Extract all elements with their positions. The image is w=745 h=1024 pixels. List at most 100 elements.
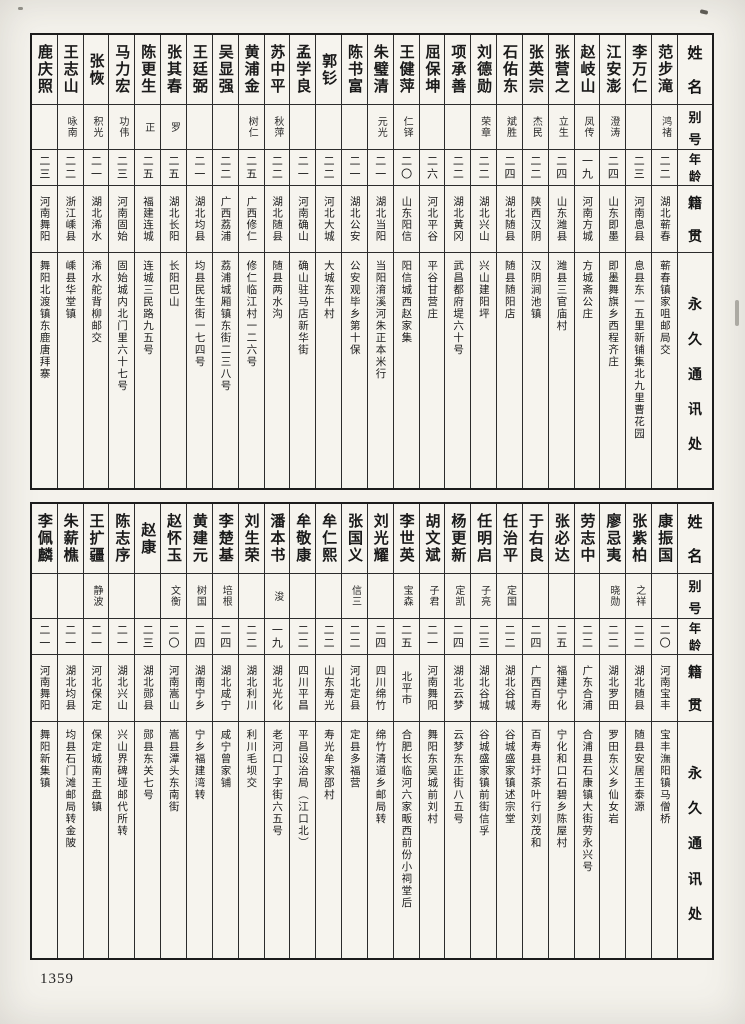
person-column: 劳志中 二二 广东合浦 合浦县石康镇大街劳永兴号 [573, 504, 600, 958]
address-cell: 平谷甘营庄 [426, 260, 439, 320]
age-cell: 二四 [445, 619, 471, 655]
scan-artifact [699, 9, 709, 15]
native-place-cell: 四川平昌 [290, 655, 316, 722]
alias-cell: 立生 [548, 105, 574, 150]
person-column: 朱璧清 元光 二一 湖北当阳 当阳淯溪河朱正本米行 [366, 35, 393, 488]
name-cell: 黄浦金 [238, 35, 264, 105]
address-cell: 连城三民路九五号 [141, 260, 154, 356]
alias-cell [342, 105, 367, 150]
age-cell: 二一 [109, 619, 135, 655]
age-cell: 二三 [471, 619, 497, 655]
native-place-cell: 河北大城 [316, 186, 342, 253]
name-cell: 江安澎 [600, 35, 626, 105]
alias-cell: 罗 [161, 105, 186, 150]
alias-cell: 凤传 [574, 105, 600, 150]
native-place-cell: 河南舞阳 [31, 655, 57, 722]
person-column: 李世英 宝森 二五 北平市 合肥长临河六家畈西前份小祠堂后 [392, 504, 419, 958]
address-cell: 谷城盛家镇述宗堂 [503, 729, 516, 825]
address-cell: 随县随阳店 [503, 260, 516, 320]
native-place-cell: 河南宝丰 [652, 655, 677, 722]
header-cell: 永久通讯处 [688, 296, 702, 454]
address-cell: 公安观毕乡第十保 [348, 260, 361, 356]
person-column: 张紫柏 之祥 二二 湖北随县 随县安居王泰源 [625, 504, 652, 958]
name-cell: 牟敬康 [290, 504, 316, 574]
age-cell: 二一 [83, 150, 109, 186]
alias-cell [290, 574, 316, 619]
name-cell: 张其春 [161, 35, 186, 105]
age-cell: 二二 [522, 150, 548, 186]
native-place-cell: 浙江嵊县 [57, 186, 83, 253]
person-column: 王扩疆 静波 二一 河北保定 保定城南王盘镇 [82, 504, 109, 958]
native-place-cell: 河北平谷 [419, 186, 445, 253]
name-cell: 于右良 [522, 504, 548, 574]
name-cell: 朱薪樵 [57, 504, 83, 574]
age-cell: 二一 [342, 150, 367, 186]
alias-cell [652, 574, 677, 619]
age-cell: 二二 [497, 619, 522, 655]
native-place-cell: 河南嵩山 [161, 655, 186, 722]
address-cell: 确山驻马店新华街 [297, 260, 310, 356]
address-cell: 利川毛坝交 [245, 729, 258, 789]
alias-cell: 树国 [186, 574, 212, 619]
alias-cell [316, 574, 342, 619]
name-cell: 王志山 [57, 35, 83, 105]
alias-cell: 荣章 [471, 105, 497, 150]
age-cell: 二四 [600, 150, 626, 186]
native-place-cell: 陕西汉阴 [522, 186, 548, 253]
alias-cell: 定凯 [445, 574, 471, 619]
scan-artifact [735, 300, 739, 326]
alias-cell: 定国 [497, 574, 522, 619]
header-column: 姓名别号年龄籍贯永久通讯处 [677, 35, 712, 488]
native-place-cell: 河南舞阳 [419, 655, 445, 722]
address-cell: 宁乡福建湾转 [193, 729, 206, 801]
person-column: 张英宗 杰民 二二 陕西汉阴 汉阴涧池镇 [521, 35, 548, 488]
age-cell: 二二 [316, 619, 342, 655]
name-cell: 杨更新 [445, 504, 471, 574]
native-place-cell: 河北定县 [342, 655, 367, 722]
age-cell: 二一 [419, 619, 445, 655]
age-cell: 二五 [135, 150, 161, 186]
person-column: 张必达 二五 福建宁化 宁化和口石碧乡陈屋村 [547, 504, 574, 958]
person-column: 赵康 二三 湖北郧县 郧县东关七号 [134, 504, 161, 958]
alias-cell [626, 105, 652, 150]
native-place-cell: 北平市 [393, 655, 419, 722]
alias-cell [290, 105, 316, 150]
native-place-cell: 湖北黄冈 [445, 186, 471, 253]
address-cell: 固始城内北门里六十七号 [116, 260, 129, 392]
address-cell: 均县民生街一七四号 [193, 260, 206, 368]
alias-cell: 树仁 [238, 105, 264, 150]
name-cell: 李楚基 [212, 504, 238, 574]
name-cell: 刘光耀 [367, 504, 393, 574]
address-cell: 长阳巴山 [167, 260, 180, 308]
person-column: 赵怀玉 文衡 二〇 河南嵩山 嵩县潭头东南街 [160, 504, 186, 958]
native-place-cell: 河北保定 [83, 655, 109, 722]
age-cell: 二三 [135, 619, 161, 655]
person-column: 张营之 立生 二四 山东潍县 潍县三官庙村 [547, 35, 574, 488]
person-column: 王健萍 仁铎 二〇 山东阳信 阳信城西赵家集 [392, 35, 419, 488]
address-cell: 息县东一五里新铺集北九里曹花园 [632, 260, 645, 440]
native-place-cell: 湖北均县 [57, 655, 83, 722]
native-place-cell: 山东潍县 [548, 186, 574, 253]
native-place-cell: 河南方城 [574, 186, 600, 253]
age-cell: 二二 [574, 619, 600, 655]
alias-cell: 功伟 [109, 105, 135, 150]
person-column: 刘生荣 二二 湖北利川 利川毛坝交 [237, 504, 264, 958]
native-place-cell: 河南息县 [626, 186, 652, 253]
alias-cell [574, 574, 600, 619]
person-column: 刘德勋 荣章 二二 湖北兴山 兴山建阳坪 [470, 35, 497, 488]
alias-cell: 子君 [419, 574, 445, 619]
native-place-cell: 福建宁化 [548, 655, 574, 722]
age-cell: 二四 [186, 619, 212, 655]
address-cell: 大城东牛村 [322, 260, 335, 320]
name-cell: 陈志序 [109, 504, 135, 574]
name-cell: 任明启 [471, 504, 497, 574]
person-column: 石佑东 斌胜 二四 湖北随县 随县随阳店 [496, 35, 522, 488]
name-cell: 劳志中 [574, 504, 600, 574]
age-cell: 二一 [186, 150, 212, 186]
native-place-cell: 湖北随县 [497, 186, 522, 253]
native-place-cell: 四川绵竹 [367, 655, 393, 722]
address-cell: 潍县三官庙村 [555, 260, 568, 332]
name-cell: 赵怀玉 [161, 504, 186, 574]
alias-cell: 仁铎 [393, 105, 419, 150]
